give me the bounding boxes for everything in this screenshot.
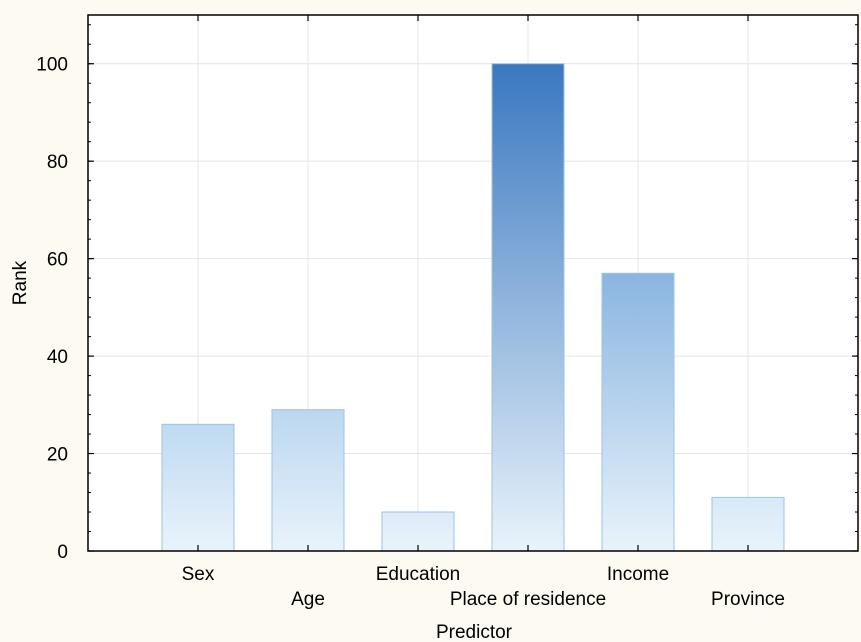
y-tick-label: 100 [36,55,68,76]
y-tick-label: 60 [47,250,68,271]
y-axis-title: Rank [10,260,31,305]
bar-education [381,511,455,552]
plot-frame [87,14,859,552]
bar-income [601,272,675,552]
x-tick-label: Income [607,564,669,585]
x-tick-label: Sex [182,564,215,585]
x-tick-label: Place of residence [450,589,606,610]
x-tick-label: Age [291,589,325,610]
bar-sex [161,423,235,552]
x-axis-title: Predictor [436,622,513,642]
x-tick-label: Province [711,589,785,610]
y-tick-label: 20 [47,445,68,466]
y-tick-label: 40 [47,347,68,368]
bar-place-of-residence [491,63,565,552]
axis-ticks: 0 20 40 60 80 100 Sex Age Education Place of resi… [36,15,858,610]
x-tick-label: Education [376,564,461,585]
y-tick-label: 0 [57,542,68,563]
bars [161,63,785,552]
bar-province [711,496,785,552]
bar-age [271,409,345,552]
y-tick-label: 80 [47,152,68,173]
